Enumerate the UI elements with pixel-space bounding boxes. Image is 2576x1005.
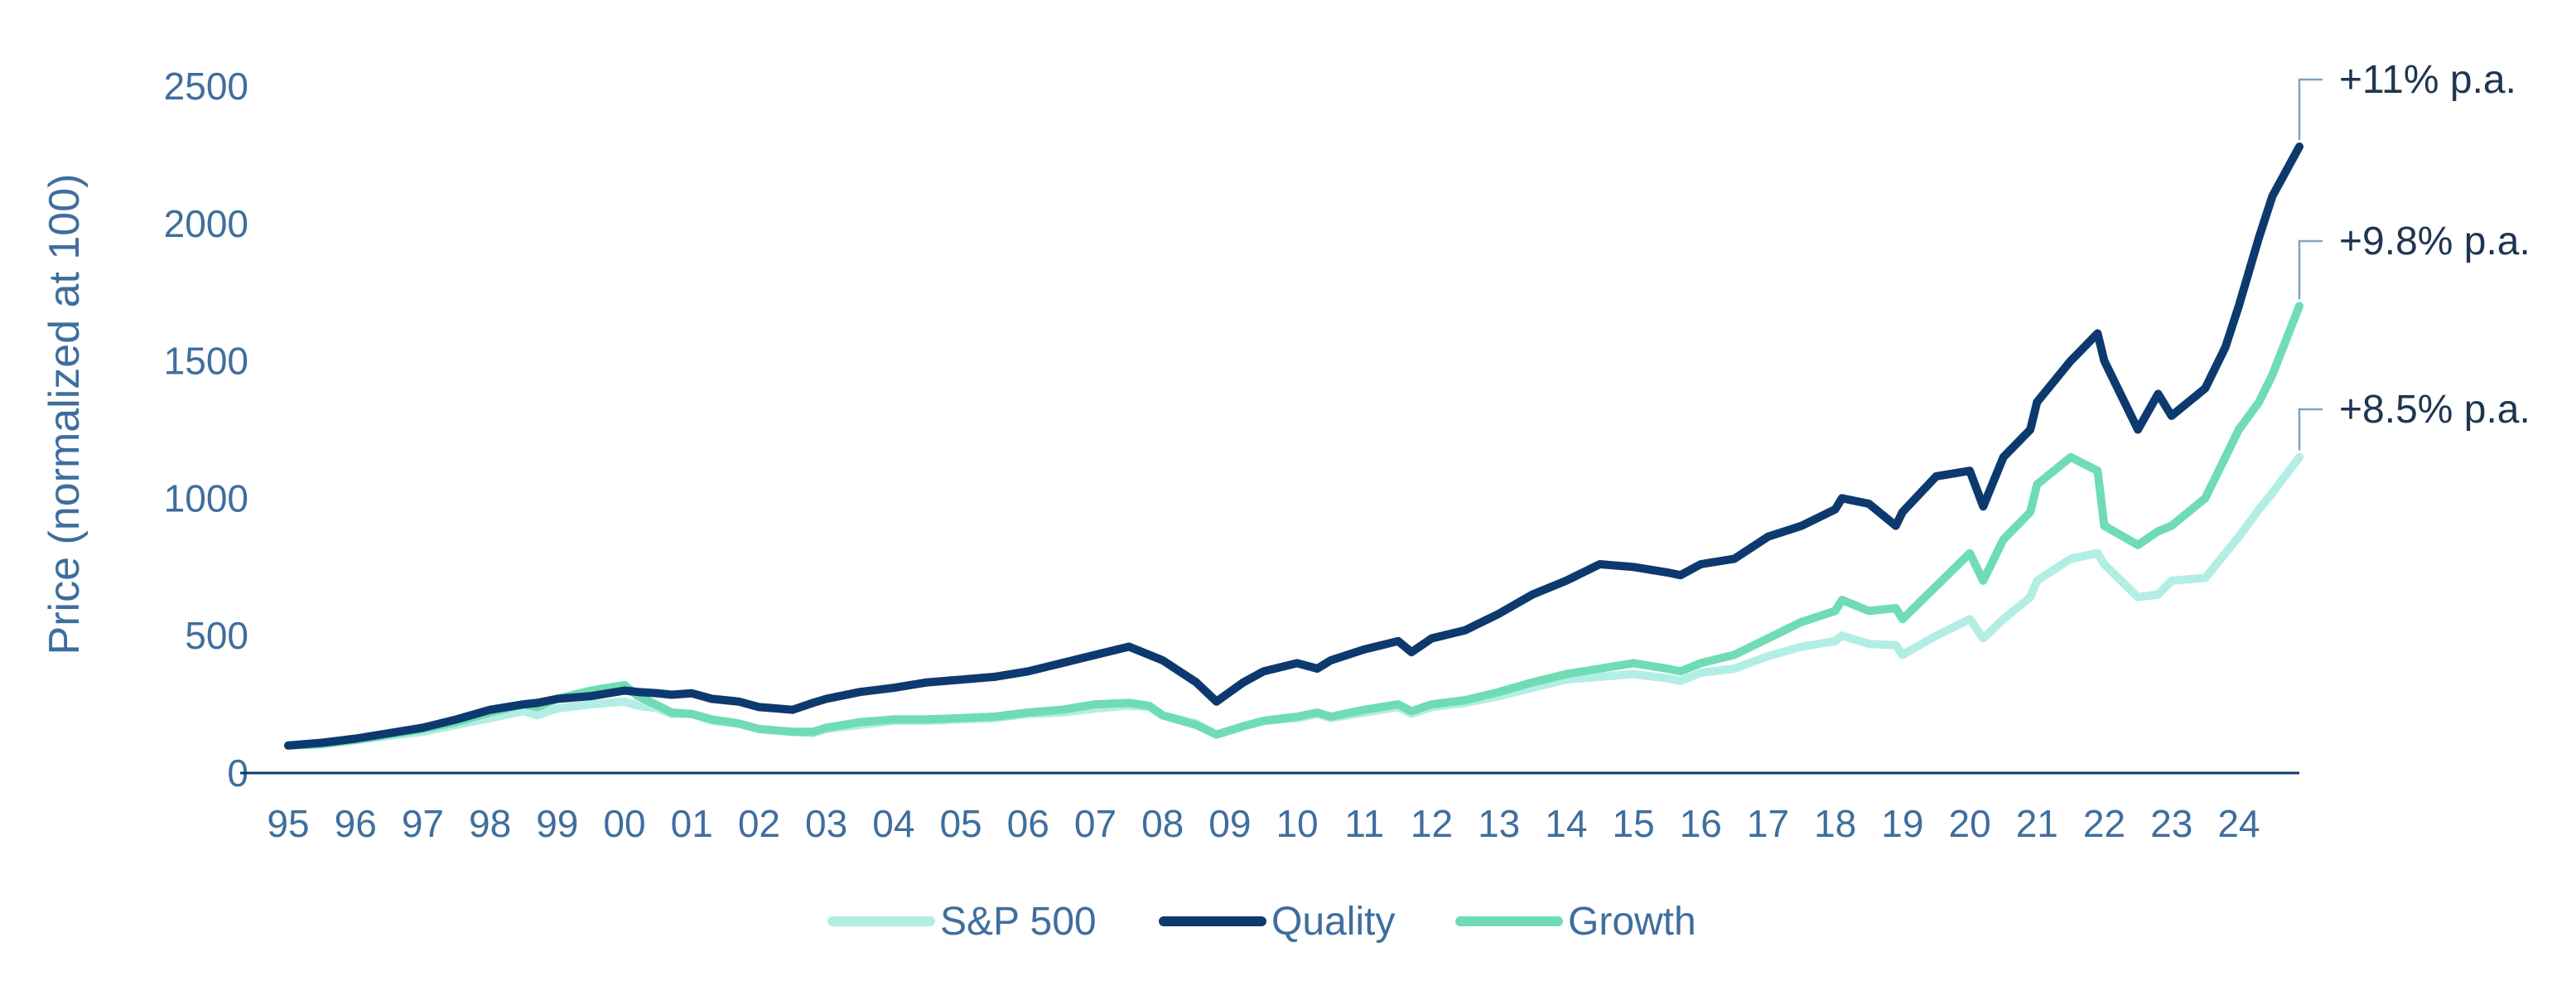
x-tick-label: 23 — [2150, 802, 2192, 845]
x-tick-label: 08 — [1141, 802, 1184, 845]
x-tick-label: 21 — [2016, 802, 2058, 845]
x-tick-label: 02 — [738, 802, 780, 845]
x-tick-label: 03 — [805, 802, 847, 845]
x-tick-label: 09 — [1208, 802, 1251, 845]
legend-label: S&P 500 — [940, 900, 1097, 944]
x-tick-label: 11 — [1344, 802, 1384, 845]
x-tick-label: 10 — [1276, 802, 1318, 845]
annotation-leader — [2298, 408, 2323, 451]
x-tick-label: 01 — [671, 802, 713, 845]
y-tick-label: 500 — [185, 614, 248, 657]
x-tick-label: 16 — [1680, 802, 1722, 845]
x-tick-label: 13 — [1478, 802, 1520, 845]
x-tick-label: 06 — [1007, 802, 1049, 845]
legend-label: Growth — [1568, 900, 1696, 944]
series-line-s-p-500 — [284, 452, 2303, 750]
x-ticks: 95 96 97 98 99 00 01 02 03 04 05 06 07 08 09 10 11 12 13 14… — [267, 802, 2260, 845]
series-lines — [284, 143, 2303, 750]
y-axis-label: Price (normalized at 100) — [41, 174, 89, 655]
x-tick-label: 00 — [603, 802, 645, 845]
series-line-growth — [284, 302, 2303, 750]
annotation-leader — [2298, 239, 2323, 300]
annotation-label: +8.5% p.a. — [2339, 388, 2530, 432]
y-tick-label: 2500 — [164, 65, 248, 108]
x-tick-label: 22 — [2083, 802, 2125, 845]
y-tick-label: 2000 — [164, 202, 248, 245]
x-tick-label: 24 — [2217, 802, 2260, 845]
y-tick-label: 1500 — [164, 340, 248, 383]
x-tick-label: 18 — [1814, 802, 1856, 845]
legend: S&P 500 Quality Growth — [827, 900, 1696, 944]
annotation-leader — [2298, 78, 2323, 140]
x-tick-label: 98 — [469, 802, 511, 845]
x-tick-label: 96 — [335, 802, 377, 845]
x-tick-label: 99 — [536, 802, 578, 845]
annotations: +11% p.a. +9.8% p.a. +8.5% p.a. — [2298, 58, 2530, 451]
x-tick-label: 97 — [402, 802, 444, 845]
x-tick-label: 17 — [1747, 802, 1789, 845]
x-tick-label: 95 — [267, 802, 309, 845]
x-tick-label: 14 — [1545, 802, 1587, 845]
series-line-quality — [284, 143, 2303, 750]
x-tick-label: 12 — [1411, 802, 1453, 845]
y-tick-label: 1000 — [164, 476, 248, 519]
annotation-label: +11% p.a. — [2339, 58, 2516, 102]
legend-label: Quality — [1271, 900, 1395, 944]
x-tick-label: 05 — [939, 802, 982, 845]
x-tick-label: 15 — [1612, 802, 1654, 845]
x-tick-label: 04 — [872, 802, 914, 845]
annotation-label: +9.8% p.a. — [2339, 220, 2530, 263]
x-tick-label: 19 — [1881, 802, 1923, 845]
x-tick-label: 07 — [1074, 802, 1117, 845]
y-axis-label-group: Price (normalized at 100) — [41, 174, 89, 655]
x-tick-label: 20 — [1949, 802, 1991, 845]
